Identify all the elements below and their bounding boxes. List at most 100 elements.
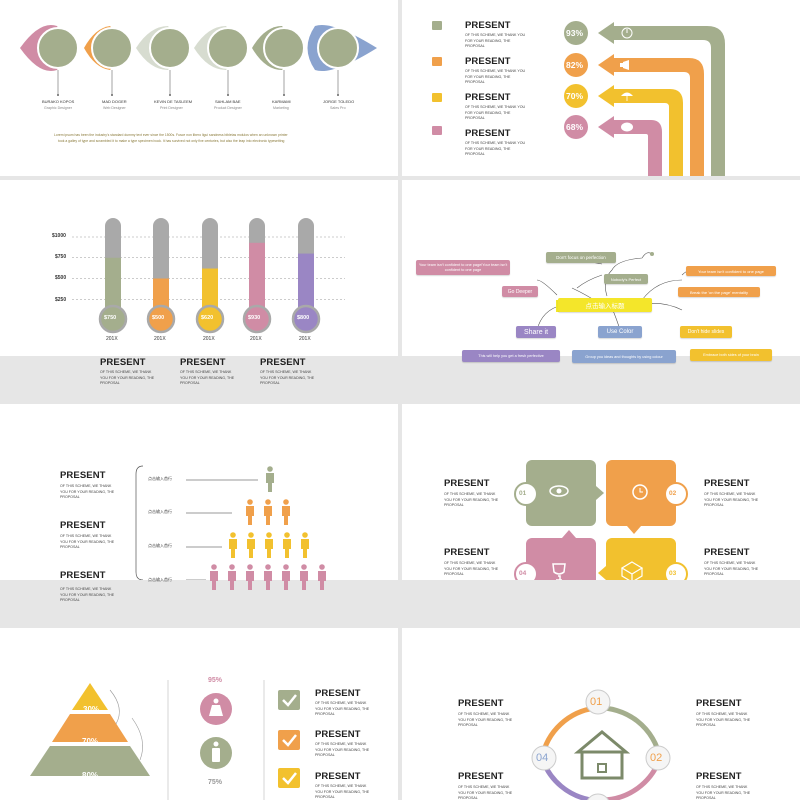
house-icon [576, 730, 628, 780]
person-icon [301, 532, 309, 558]
text-subtitle: OF THIS SCHEME, WE THANK YOU FOR YOUR RE… [458, 785, 513, 800]
male-percent: 75% [208, 779, 223, 786]
item-title: PRESENT [465, 92, 511, 103]
bar-value-label: $620 [201, 315, 214, 321]
piggy-bank-icon [621, 122, 633, 132]
slide-team-members: BURAKO KOPOS Graphic Designer MAD DOGER … [0, 0, 398, 176]
cycle-number: 01 [590, 696, 603, 708]
check-icon [278, 690, 300, 710]
slide5-sub-3: OF THIS SCHEME, WE THANK YOU FOR YOUR RE… [60, 587, 115, 602]
item-subtitle: OF THIS SCHEME, WE THANK YOU FOR YOUR RE… [465, 105, 526, 120]
slide-pyramid-checklist: 30% 70% 80% 95% 75% PRESENT OF THIS SCHE… [0, 628, 398, 800]
item-subtitle: OF THIS SCHEME, WE THANK YOU FOR YOUR RE… [465, 69, 526, 84]
category-label: 201X [299, 336, 311, 342]
umbrella-icon [621, 90, 633, 101]
thermometer-bulb [146, 304, 176, 334]
person-icon [247, 532, 255, 558]
mind-node-focus: Don't focus on perfection [546, 252, 616, 263]
person-role: Web Designer [103, 106, 126, 110]
mind-node-use-color: Use Color [598, 326, 642, 338]
pyramid-level-label: 30% [83, 705, 100, 714]
person-icon [246, 564, 254, 590]
person-role: Marketing [273, 106, 289, 110]
caption-line-2: took a galley of type and scrambled it t… [58, 139, 285, 143]
slide3-sub-3: OF THIS SCHEME, WE THANK YOU FOR YOUR RE… [260, 370, 315, 385]
bar-value-label: $750 [104, 315, 117, 321]
person-icon [229, 532, 237, 558]
trophy-icon [552, 562, 566, 580]
person-icon [228, 564, 236, 590]
mind-node-team-left: Your team isn't confident to one page!Yo… [416, 260, 510, 275]
check-title: PRESENT [315, 688, 361, 699]
y-tick-label: $750 [55, 254, 67, 260]
percent-label: 68% [566, 122, 584, 132]
cycle-graphic [531, 689, 671, 800]
person-name: JORGE TOLEDO [323, 99, 355, 104]
person-name: SAHLAM BAE [215, 99, 241, 104]
slide-people-pyramid: PRESENT OF THIS SCHEME, WE THANK YOU FOR… [0, 404, 398, 580]
slide3-title-3: PRESENT [260, 357, 306, 368]
text-subtitle: OF THIS SCHEME, WE THANK YOU FOR YOUR RE… [458, 712, 513, 727]
quadrant-number: 02 [669, 490, 677, 497]
text-title: PRESENT [60, 520, 106, 531]
mind-node-share: Share it [516, 326, 556, 338]
bar-value-label: $800 [297, 315, 310, 321]
slide-quadrant-puzzle: 01 02 03 04 PRESENT OF THIS SCHEME, WE T… [402, 404, 800, 580]
slide3-title-1: PRESENT [100, 357, 146, 368]
text-title: PRESENT [458, 771, 504, 782]
category-label: 201X [250, 336, 262, 342]
slide3-sub-1: OF THIS SCHEME, WE THANK YOU FOR YOUR RE… [100, 370, 155, 385]
slide-mind-map: 点击输入标题 Don't focus on perfection Nobody'… [402, 180, 800, 356]
text-subtitle: OF THIS SCHEME, WE THANK YOU FOR YOUR RE… [60, 534, 115, 549]
row-label: 点击输入首行 [148, 543, 172, 548]
item-subtitle: OF THIS SCHEME, WE THANK YOU FOR YOUR RE… [465, 33, 526, 48]
person-icon [246, 499, 254, 525]
check-subtitle: OF THIS SCHEME, WE THANK YOU FOR YOUR RE… [315, 784, 370, 799]
quadrant-graphic [514, 460, 688, 580]
item-title: PRESENT [465, 20, 511, 31]
category-label: 201X [106, 336, 118, 342]
caption-line-1: Lorem ipsum has been the industry's stan… [54, 133, 288, 137]
mind-node-group: Group you ideas and thoughts by using co… [572, 350, 676, 363]
check-icon [278, 768, 300, 788]
thermometer-bulb [195, 304, 225, 334]
pyramid-graphic [30, 680, 300, 800]
person-role: Print Designer [160, 106, 183, 110]
person-role: Product Designer [214, 106, 242, 110]
thermometer-bulb [291, 304, 321, 334]
male-icon [208, 741, 224, 763]
person-icon [266, 466, 274, 492]
bar-value-label: $500 [152, 315, 165, 321]
slide3-title-2: PRESENT [180, 357, 226, 368]
text-title: PRESENT [696, 771, 742, 782]
person-icon [265, 532, 273, 558]
quadrant-number: 03 [669, 570, 677, 577]
female-icon [208, 698, 224, 718]
cycle-number: 02 [650, 752, 663, 764]
person-icon [300, 564, 308, 590]
pyramid-lines [135, 465, 309, 580]
text-title: PRESENT [696, 698, 742, 709]
mind-node-team-right: Your team isn't confident to one page [686, 266, 776, 276]
mind-node-embrace: Embrace both sides of your brain [690, 349, 772, 361]
percent-label: 82% [566, 60, 584, 70]
y-tick-label: $1000 [52, 233, 66, 239]
person-icon [264, 564, 272, 590]
person-icon [264, 499, 272, 525]
quadrant-number: 01 [519, 490, 527, 497]
person-icon [210, 564, 218, 590]
female-percent: 95% [208, 677, 223, 684]
cube-icon [622, 562, 642, 580]
power-icon [622, 28, 632, 38]
megaphone-icon [620, 60, 632, 70]
thermometer-fill [298, 253, 314, 322]
text-title: PRESENT [458, 698, 504, 709]
arrow-bars-graphic [432, 21, 725, 176]
check-subtitle: OF THIS SCHEME, WE THANK YOU FOR YOUR RE… [315, 701, 370, 716]
mind-node-break-rule: Break the 'on the page' mentality [678, 287, 760, 297]
clock-icon [632, 484, 648, 500]
text-title: PRESENT [444, 478, 490, 489]
bar-value-label: $930 [248, 315, 261, 321]
text-title: PRESENT [444, 547, 490, 558]
row-label: 点击输入首行 [148, 476, 172, 481]
